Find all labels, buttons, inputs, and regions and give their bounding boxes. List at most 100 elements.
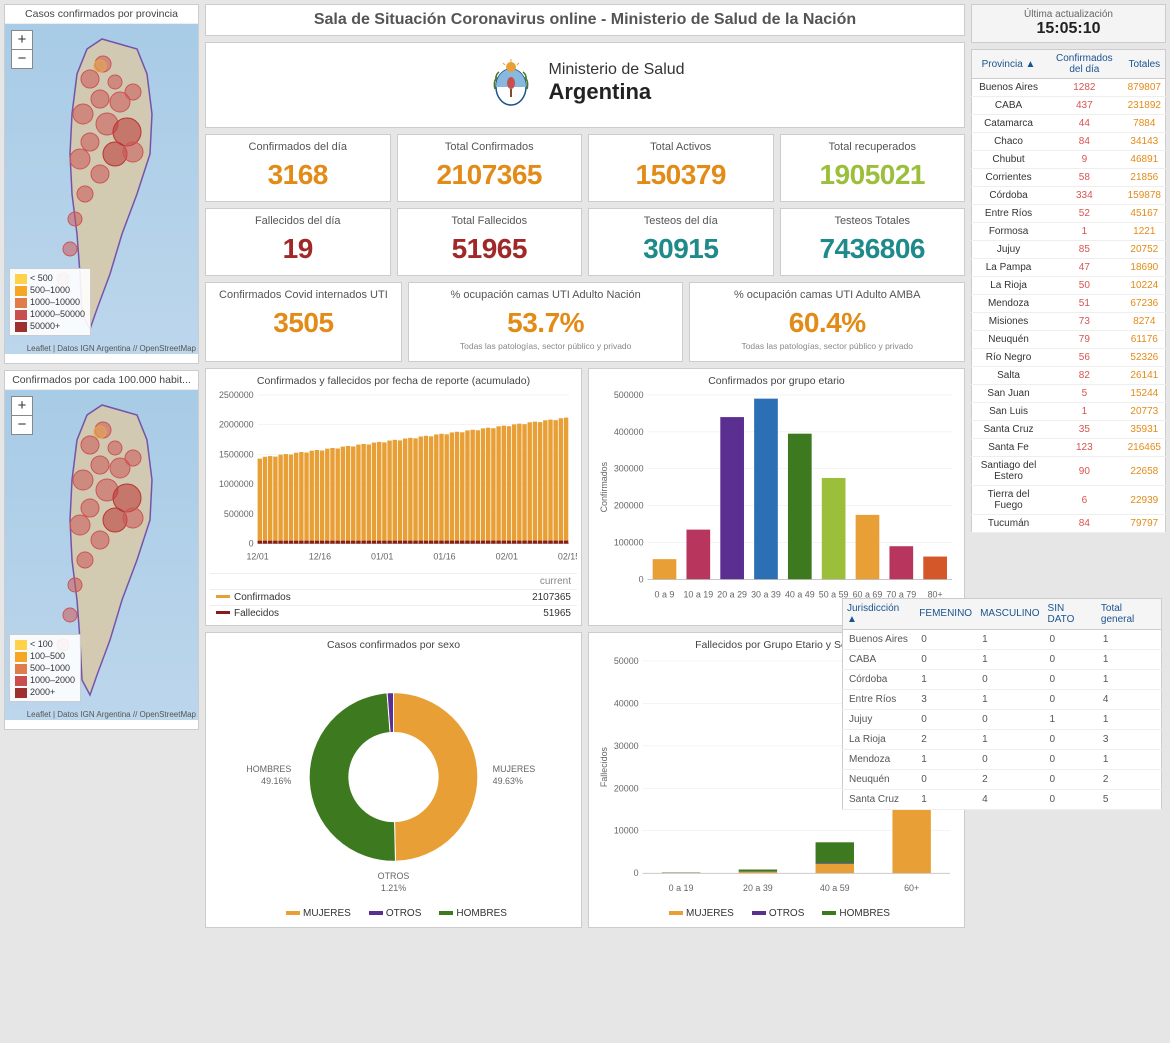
svg-text:40 a 49: 40 a 49 xyxy=(785,589,815,599)
table-row[interactable]: Santa Cruz1405 xyxy=(843,789,1162,809)
table-row[interactable]: Jujuy8520752 xyxy=(972,241,1166,259)
svg-text:30000: 30000 xyxy=(614,740,639,750)
svg-text:40 a 59: 40 a 59 xyxy=(820,883,850,893)
chart-sex-donut: Casos confirmados por sexo MUJERES49.63%… xyxy=(205,632,582,928)
svg-text:HOMBRES: HOMBRES xyxy=(246,764,291,774)
svg-text:01/16: 01/16 xyxy=(433,552,455,562)
table-row[interactable]: La Rioja2103 xyxy=(843,729,1162,749)
table-row[interactable]: CABA437231892 xyxy=(972,97,1166,115)
table-row[interactable]: San Luis120773 xyxy=(972,403,1166,421)
svg-text:20 a 39: 20 a 39 xyxy=(743,883,773,893)
svg-text:10000: 10000 xyxy=(614,825,639,835)
svg-text:12/01: 12/01 xyxy=(246,552,268,562)
chart-svg-age: 0100000200000300000400000500000Confirmad… xyxy=(593,389,960,607)
map-attribution-2: Leaflet | Datos IGN Argentina // OpenStr… xyxy=(27,710,196,719)
map-canvas-bot[interactable]: + − < 100100–500500–10001000–20002000+ L… xyxy=(5,390,198,720)
table-row[interactable]: La Rioja5010224 xyxy=(972,277,1166,295)
table-row[interactable]: Buenos Aires1282879807 xyxy=(972,79,1166,97)
table-row[interactable]: Jujuy0011 xyxy=(843,709,1162,729)
table-row[interactable]: Neuquén7961176 xyxy=(972,331,1166,349)
table-header[interactable]: Confirmados del día xyxy=(1045,50,1124,79)
svg-text:Fallecidos: Fallecidos xyxy=(599,746,609,787)
svg-text:0: 0 xyxy=(634,868,639,878)
table-row[interactable]: Córdoba1001 xyxy=(843,669,1162,689)
table-header[interactable]: Jurisdicción ▲ xyxy=(843,598,916,629)
svg-text:30 a 39: 30 a 39 xyxy=(751,589,781,599)
map-title: Casos confirmados por provincia xyxy=(5,5,198,24)
table-row[interactable]: Entre Ríos5245167 xyxy=(972,205,1166,223)
map-legend-bot: < 100100–500500–10001000–20002000+ xyxy=(9,634,81,702)
svg-text:1500000: 1500000 xyxy=(219,449,254,459)
table-row[interactable]: Tucumán8479797 xyxy=(972,515,1166,533)
stat-box: Total Fallecidos 51965 xyxy=(397,208,583,276)
table-row[interactable]: Neuquén0202 xyxy=(843,769,1162,789)
table-row[interactable]: Misiones738274 xyxy=(972,313,1166,331)
svg-text:1000000: 1000000 xyxy=(219,479,254,489)
table-header[interactable]: Total general xyxy=(1097,598,1162,629)
chart-age-groups: Confirmados por grupo etario 0 100000 2000… xyxy=(588,368,965,626)
chart-title-age: Confirmados por grupo etario xyxy=(593,373,960,389)
svg-text:60+: 60+ xyxy=(904,883,919,893)
table-row[interactable]: Córdoba334159878 xyxy=(972,187,1166,205)
table-header[interactable]: MASCULINO xyxy=(976,598,1043,629)
table-header[interactable]: SIN DATO xyxy=(1044,598,1097,629)
svg-text:01/01: 01/01 xyxy=(371,552,393,562)
table-row[interactable]: Formosa11221 xyxy=(972,223,1166,241)
svg-text:20000: 20000 xyxy=(614,783,639,793)
svg-text:0: 0 xyxy=(249,539,254,549)
table-row[interactable]: Buenos Aires0101 xyxy=(843,629,1162,649)
svg-text:49.16%: 49.16% xyxy=(261,775,291,785)
table-row[interactable]: Catamarca447884 xyxy=(972,115,1166,133)
chart-accum-legend: current Confirmados2107365Fallecidos5196… xyxy=(210,573,577,621)
stat-box: Testeos del día 30915 xyxy=(588,208,774,276)
fallsex-legend: MUJERESOTROSHOMBRES xyxy=(593,904,960,923)
table-row[interactable]: La Pampa4718690 xyxy=(972,259,1166,277)
svg-text:100000: 100000 xyxy=(614,538,644,548)
svg-text:OTROS: OTROS xyxy=(378,871,410,881)
table-header[interactable]: Provincia ▲ xyxy=(972,50,1046,79)
svg-text:0 a 9: 0 a 9 xyxy=(655,589,675,599)
table-row[interactable]: Salta8226141 xyxy=(972,367,1166,385)
svg-text:49.63%: 49.63% xyxy=(493,775,523,785)
map-title-2: Confirmados por cada 100.000 habit... xyxy=(5,371,198,390)
svg-text:Confirmados: Confirmados xyxy=(599,461,609,512)
table-row[interactable]: Tierra del Fuego622939 xyxy=(972,486,1166,515)
svg-text:02/15: 02/15 xyxy=(558,552,577,562)
svg-text:0 a 19: 0 a 19 xyxy=(669,883,694,893)
chart-accumulated: Confirmados y fallecidos por fecha de re… xyxy=(205,368,582,626)
table-row[interactable]: Mendoza5167236 xyxy=(972,295,1166,313)
page-title: Sala de Situación Coronavirus online - M… xyxy=(205,4,965,36)
table-row[interactable]: San Juan515244 xyxy=(972,385,1166,403)
table-row[interactable]: Santa Cruz3535931 xyxy=(972,421,1166,439)
table-row[interactable]: Corrientes5821856 xyxy=(972,169,1166,187)
table-row[interactable]: CABA0101 xyxy=(843,649,1162,669)
stat-box: Testeos Totales 7436806 xyxy=(780,208,966,276)
svg-text:500000: 500000 xyxy=(224,509,254,519)
table-row[interactable]: Entre Ríos3104 xyxy=(843,689,1162,709)
map-canvas-top[interactable]: + − < 500500–10001000–1000010000–5000050… xyxy=(5,24,198,354)
stats-row-1: Confirmados del día 3168 Total Confirmad… xyxy=(205,134,965,202)
svg-text:2500000: 2500000 xyxy=(219,390,254,400)
svg-text:200000: 200000 xyxy=(614,501,644,511)
table-row[interactable]: Río Negro5652326 xyxy=(972,349,1166,367)
stat-box: Fallecidos del día 19 xyxy=(205,208,391,276)
table-row[interactable]: Mendoza1001 xyxy=(843,749,1162,769)
table-header[interactable]: FEMENINO xyxy=(915,598,976,629)
stats-row-2: Fallecidos del día 19 Total Fallecidos 5… xyxy=(205,208,965,276)
svg-text:02/01: 02/01 xyxy=(496,552,518,562)
svg-text:50000: 50000 xyxy=(614,655,639,665)
table-row[interactable]: Chaco8434143 xyxy=(972,133,1166,151)
svg-text:400000: 400000 xyxy=(614,427,644,437)
svg-text:MUJERES: MUJERES xyxy=(493,764,536,774)
table-header[interactable]: Totales xyxy=(1124,50,1166,79)
svg-text:2000000: 2000000 xyxy=(219,420,254,430)
svg-text:20 a 29: 20 a 29 xyxy=(717,589,747,599)
chart-svg-sex: MUJERES49.63%HOMBRES49.16%OTROS1.21% xyxy=(210,653,577,901)
table-row[interactable]: Santiago del Estero9022658 xyxy=(972,457,1166,486)
table-row[interactable]: Santa Fe123216465 xyxy=(972,439,1166,457)
stat-box: Total Activos 150379 xyxy=(588,134,774,202)
table-row[interactable]: Chubut946891 xyxy=(972,151,1166,169)
svg-text:0: 0 xyxy=(639,574,644,584)
last-updated: Última actualización 15:05:10 xyxy=(971,4,1166,43)
stats-row-3: Confirmados Covid internados UTI 3505 % … xyxy=(205,282,965,362)
